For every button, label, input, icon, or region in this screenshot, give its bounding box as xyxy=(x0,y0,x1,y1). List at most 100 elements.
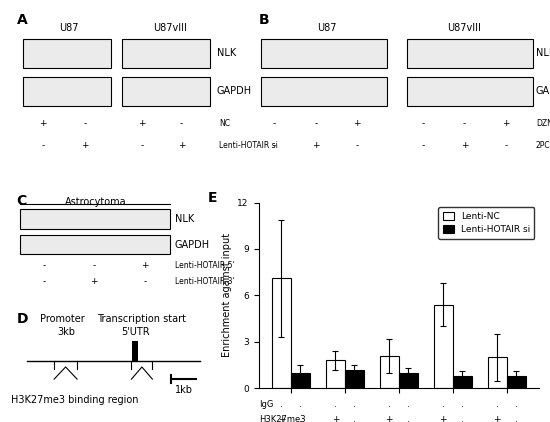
Text: .: . xyxy=(388,400,390,409)
Text: Promoter: Promoter xyxy=(40,314,85,324)
Text: -: - xyxy=(421,141,425,150)
Text: NC: NC xyxy=(219,119,230,128)
Bar xyxy=(399,373,417,388)
Bar xyxy=(122,38,210,68)
Text: -: - xyxy=(83,119,86,128)
Text: -: - xyxy=(355,141,359,150)
Text: -: - xyxy=(41,141,45,150)
Text: +: + xyxy=(138,119,146,128)
Text: .: . xyxy=(353,415,356,422)
Text: Lenti-HOTAIR 3': Lenti-HOTAIR 3' xyxy=(175,277,234,287)
Text: -: - xyxy=(144,277,147,287)
Text: U87vIII: U87vIII xyxy=(153,23,188,33)
Bar xyxy=(122,38,210,68)
Text: GAPDH: GAPDH xyxy=(175,240,210,249)
Text: -: - xyxy=(463,119,466,128)
Text: GAPDH: GAPDH xyxy=(217,87,252,96)
Text: E: E xyxy=(208,192,217,206)
Text: 5'UTR: 5'UTR xyxy=(122,327,150,338)
Bar xyxy=(326,360,345,388)
Text: Transcription start: Transcription start xyxy=(97,314,186,324)
Text: .: . xyxy=(299,415,302,422)
Text: D: D xyxy=(16,312,28,326)
Bar xyxy=(291,373,310,388)
Text: 3kb: 3kb xyxy=(58,327,76,338)
Text: +: + xyxy=(386,415,393,422)
Text: DZNEP: DZNEP xyxy=(536,119,550,128)
Bar xyxy=(261,38,387,68)
Bar xyxy=(407,38,533,68)
Text: -: - xyxy=(92,261,96,270)
Text: -: - xyxy=(43,261,46,270)
Text: .: . xyxy=(442,400,445,409)
Bar xyxy=(407,77,533,106)
Text: -: - xyxy=(140,141,144,150)
Text: +: + xyxy=(81,141,89,150)
Text: +: + xyxy=(278,415,285,422)
Bar xyxy=(488,357,507,388)
Y-axis label: Enrichment against input: Enrichment against input xyxy=(222,233,232,357)
Text: Lenti-HOTAIR 5': Lenti-HOTAIR 5' xyxy=(175,261,234,270)
Text: IgG: IgG xyxy=(260,400,274,409)
Bar xyxy=(434,305,453,388)
Text: -: - xyxy=(504,141,508,150)
Text: +: + xyxy=(493,415,501,422)
Text: -: - xyxy=(180,119,183,128)
Bar xyxy=(272,279,291,388)
Bar xyxy=(23,77,111,106)
Text: .: . xyxy=(299,400,302,409)
Text: .: . xyxy=(515,400,518,409)
Text: +: + xyxy=(178,141,185,150)
Text: +: + xyxy=(39,119,47,128)
Bar xyxy=(407,77,533,106)
Text: 1kb: 1kb xyxy=(175,385,192,395)
Text: +: + xyxy=(354,119,361,128)
Bar xyxy=(23,77,111,106)
Text: .: . xyxy=(353,400,356,409)
Text: 2PCPA: 2PCPA xyxy=(536,141,550,150)
Bar xyxy=(20,235,169,254)
Text: .: . xyxy=(496,400,499,409)
Bar xyxy=(380,356,399,388)
Text: .: . xyxy=(407,415,410,422)
Bar xyxy=(20,209,169,229)
Bar xyxy=(407,38,533,68)
Bar xyxy=(261,77,387,106)
Text: Astrocytoma: Astrocytoma xyxy=(65,197,126,207)
Text: GAPDH: GAPDH xyxy=(536,87,550,96)
Text: -: - xyxy=(273,119,276,128)
Text: -: - xyxy=(421,119,425,128)
Text: A: A xyxy=(16,13,28,27)
Text: U87: U87 xyxy=(59,23,79,33)
Text: -: - xyxy=(273,141,276,150)
Text: .: . xyxy=(515,415,518,422)
Bar xyxy=(20,235,169,254)
Text: -: - xyxy=(314,119,317,128)
Text: .: . xyxy=(407,400,410,409)
Text: U87: U87 xyxy=(317,23,337,33)
Text: .: . xyxy=(461,415,464,422)
Bar xyxy=(507,376,525,388)
Bar xyxy=(261,77,387,106)
Text: U87vIII: U87vIII xyxy=(448,23,481,33)
Text: +: + xyxy=(141,261,148,270)
Text: H3K27me3: H3K27me3 xyxy=(260,415,306,422)
Text: Lenti-HOTAIR si: Lenti-HOTAIR si xyxy=(219,141,278,150)
Text: B: B xyxy=(258,13,269,27)
Bar xyxy=(122,77,210,106)
Text: NLK: NLK xyxy=(175,214,194,225)
Text: C: C xyxy=(16,194,27,208)
Text: NLK: NLK xyxy=(217,49,236,58)
Text: H3K27me3 binding region: H3K27me3 binding region xyxy=(11,395,139,406)
Bar xyxy=(20,209,169,229)
Text: +: + xyxy=(502,119,510,128)
Bar xyxy=(133,341,138,361)
Bar xyxy=(23,38,111,68)
Bar xyxy=(261,38,387,68)
Text: .: . xyxy=(280,400,283,409)
Text: +: + xyxy=(461,141,468,150)
Text: +: + xyxy=(312,141,320,150)
Text: +: + xyxy=(332,415,339,422)
Bar xyxy=(345,370,364,388)
Text: NLK: NLK xyxy=(536,49,550,58)
